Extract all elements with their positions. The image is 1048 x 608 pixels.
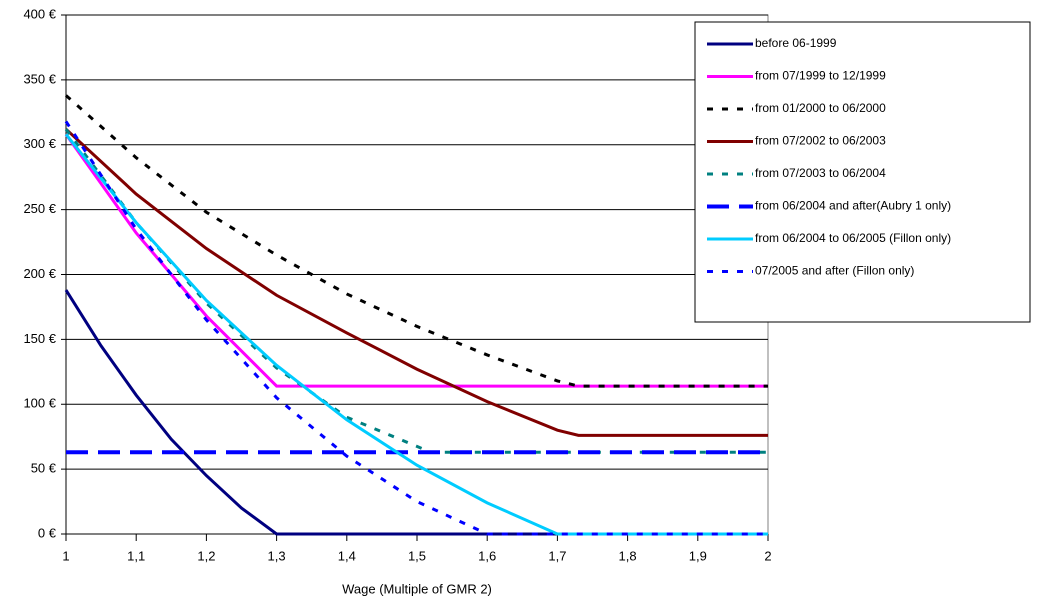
series-line <box>64 133 768 388</box>
x-tick-label: 1,2 <box>197 548 215 563</box>
legend-label: from 07/2003 to 06/2004 <box>755 166 886 180</box>
x-tick-label: 1,7 <box>548 548 566 563</box>
series-line <box>64 133 768 536</box>
x-tick-label: 1,4 <box>338 548 356 563</box>
series-line <box>64 120 768 536</box>
x-tick-label: 1,5 <box>408 548 426 563</box>
legend-label: before 06-1999 <box>755 36 837 50</box>
legend-label: from 07/2002 to 06/2003 <box>755 134 886 148</box>
y-tick-label: 400 € <box>23 6 56 21</box>
y-tick-label: 250 € <box>23 201 56 216</box>
x-axis-title: Wage (Multiple of GMR 2) <box>342 581 492 596</box>
x-tick-label: 1,3 <box>268 548 286 563</box>
legend-label: from 01/2000 to 06/2000 <box>755 101 886 115</box>
legend-label: from 07/1999 to 12/1999 <box>755 69 886 83</box>
y-tick-label: 300 € <box>23 136 56 151</box>
y-tick-label: 150 € <box>23 331 56 346</box>
y-tick-label: 200 € <box>23 266 56 281</box>
y-tick-label: 350 € <box>23 71 56 86</box>
legend: before 06-1999 from 07/1999 to 12/1999 fro… <box>694 21 1031 323</box>
y-tick-label: 50 € <box>31 461 57 476</box>
x-tick-label: 1,1 <box>127 548 145 563</box>
x-tick-label: 2 <box>764 548 771 563</box>
x-tick-label: 1,9 <box>689 548 707 563</box>
legend-label: from 06/2004 to 06/2005 (Fillon only) <box>755 231 951 245</box>
legend-label: 07/2005 and after (Fillon only) <box>755 264 914 278</box>
y-tick-label: 0 € <box>38 525 57 540</box>
legend-box <box>694 21 1031 323</box>
x-tick-label: 1 <box>62 548 69 563</box>
series-line <box>65 94 768 388</box>
y-tick-label: 100 € <box>23 396 56 411</box>
x-tick-label: 1,6 <box>478 548 496 563</box>
series-line <box>64 289 768 536</box>
legend-label: from 06/2004 and after(Aubry 1 only) <box>755 199 951 213</box>
x-tick-label: 1,8 <box>619 548 637 563</box>
series-line <box>64 128 768 437</box>
